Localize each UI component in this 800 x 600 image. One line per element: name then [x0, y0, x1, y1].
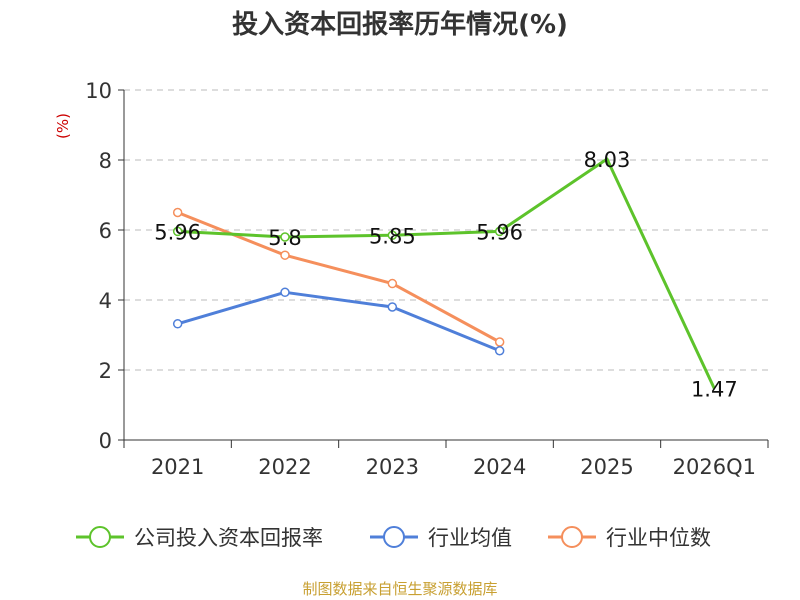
legend-label: 行业均值: [428, 526, 512, 550]
series-line-1: [177, 290, 501, 353]
data-point: [494, 346, 505, 356]
data-point: [387, 230, 398, 240]
y-tick-label: 4: [99, 289, 112, 313]
x-tick-label: 2026Q1: [673, 455, 756, 479]
x-tick-label: 2024: [473, 455, 526, 479]
series-lines: [172, 157, 716, 390]
data-point: [280, 287, 290, 298]
data-point: [172, 319, 183, 329]
tick-labels: 0 2 4 6 8 10 2021 2022 2023 2024 2025 2026Q1: [85, 79, 756, 479]
source-note: 制图数据来自恒生聚源数据库: [302, 580, 498, 598]
gridlines: [124, 89, 768, 371]
legend-label: 公司投入资本回报率: [134, 526, 323, 550]
data-point: [387, 278, 398, 289]
legend-marker-2: [561, 526, 583, 548]
y-axis-label: (%): [54, 113, 72, 139]
y-tick-label: 0: [99, 429, 112, 453]
x-tick-label: 2021: [151, 455, 204, 479]
legend-label: 行业中位数: [606, 526, 711, 550]
data-point: [280, 232, 290, 242]
x-tick-label: 2023: [366, 455, 419, 479]
data-labels: 5.96 5.8 5.85 5.96 8.03 1.47: [154, 148, 737, 402]
data-label: 1.47: [691, 378, 738, 402]
data-label: 8.03: [584, 148, 631, 172]
y-tick-label: 10: [85, 79, 112, 103]
x-tick-label: 2025: [580, 455, 633, 479]
legend-marker-1: [383, 526, 405, 548]
legend: 公司投入资本回报率 行业均值 行业中位数: [76, 526, 711, 550]
y-tick-label: 8: [99, 149, 112, 173]
data-label: 5.96: [476, 220, 523, 244]
chart-title: 投入资本回报率历年情况(%): [232, 10, 568, 40]
y-tick-label: 2: [99, 359, 112, 383]
data-point: [494, 337, 505, 347]
axes: [118, 89, 769, 448]
data-point: [387, 302, 398, 312]
data-point: [494, 226, 505, 237]
data-point: [172, 207, 183, 218]
legend-marker-0: [89, 526, 111, 548]
series-line-0: [177, 157, 716, 390]
data-label: 5.96: [154, 220, 201, 244]
data-point: [280, 250, 290, 260]
y-tick-label: 6: [99, 219, 112, 243]
data-label: 5.85: [369, 224, 416, 248]
x-tick-label: 2022: [258, 455, 311, 479]
data-label: 5.8: [268, 226, 301, 250]
data-point: [172, 226, 183, 237]
